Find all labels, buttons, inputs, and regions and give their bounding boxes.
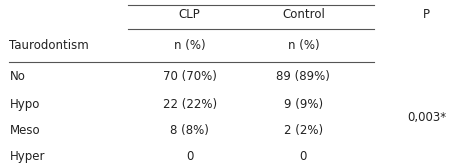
Text: Meso: Meso: [9, 124, 40, 137]
Text: 0: 0: [300, 150, 307, 163]
Text: Taurodontism: Taurodontism: [9, 39, 89, 52]
Text: Hypo: Hypo: [9, 98, 40, 111]
Text: P: P: [423, 8, 430, 21]
Text: n (%): n (%): [288, 39, 319, 52]
Text: CLP: CLP: [179, 8, 201, 21]
Text: 70 (70%): 70 (70%): [163, 70, 217, 83]
Text: 0,003*: 0,003*: [407, 111, 446, 124]
Text: Hyper: Hyper: [9, 150, 45, 163]
Text: n (%): n (%): [174, 39, 205, 52]
Text: Control: Control: [282, 8, 325, 21]
Text: 9 (9%): 9 (9%): [284, 98, 323, 111]
Text: 0: 0: [186, 150, 193, 163]
Text: 89 (89%): 89 (89%): [276, 70, 330, 83]
Text: No: No: [9, 70, 25, 83]
Text: 2 (2%): 2 (2%): [284, 124, 323, 137]
Text: 22 (22%): 22 (22%): [163, 98, 217, 111]
Text: 8 (8%): 8 (8%): [170, 124, 209, 137]
